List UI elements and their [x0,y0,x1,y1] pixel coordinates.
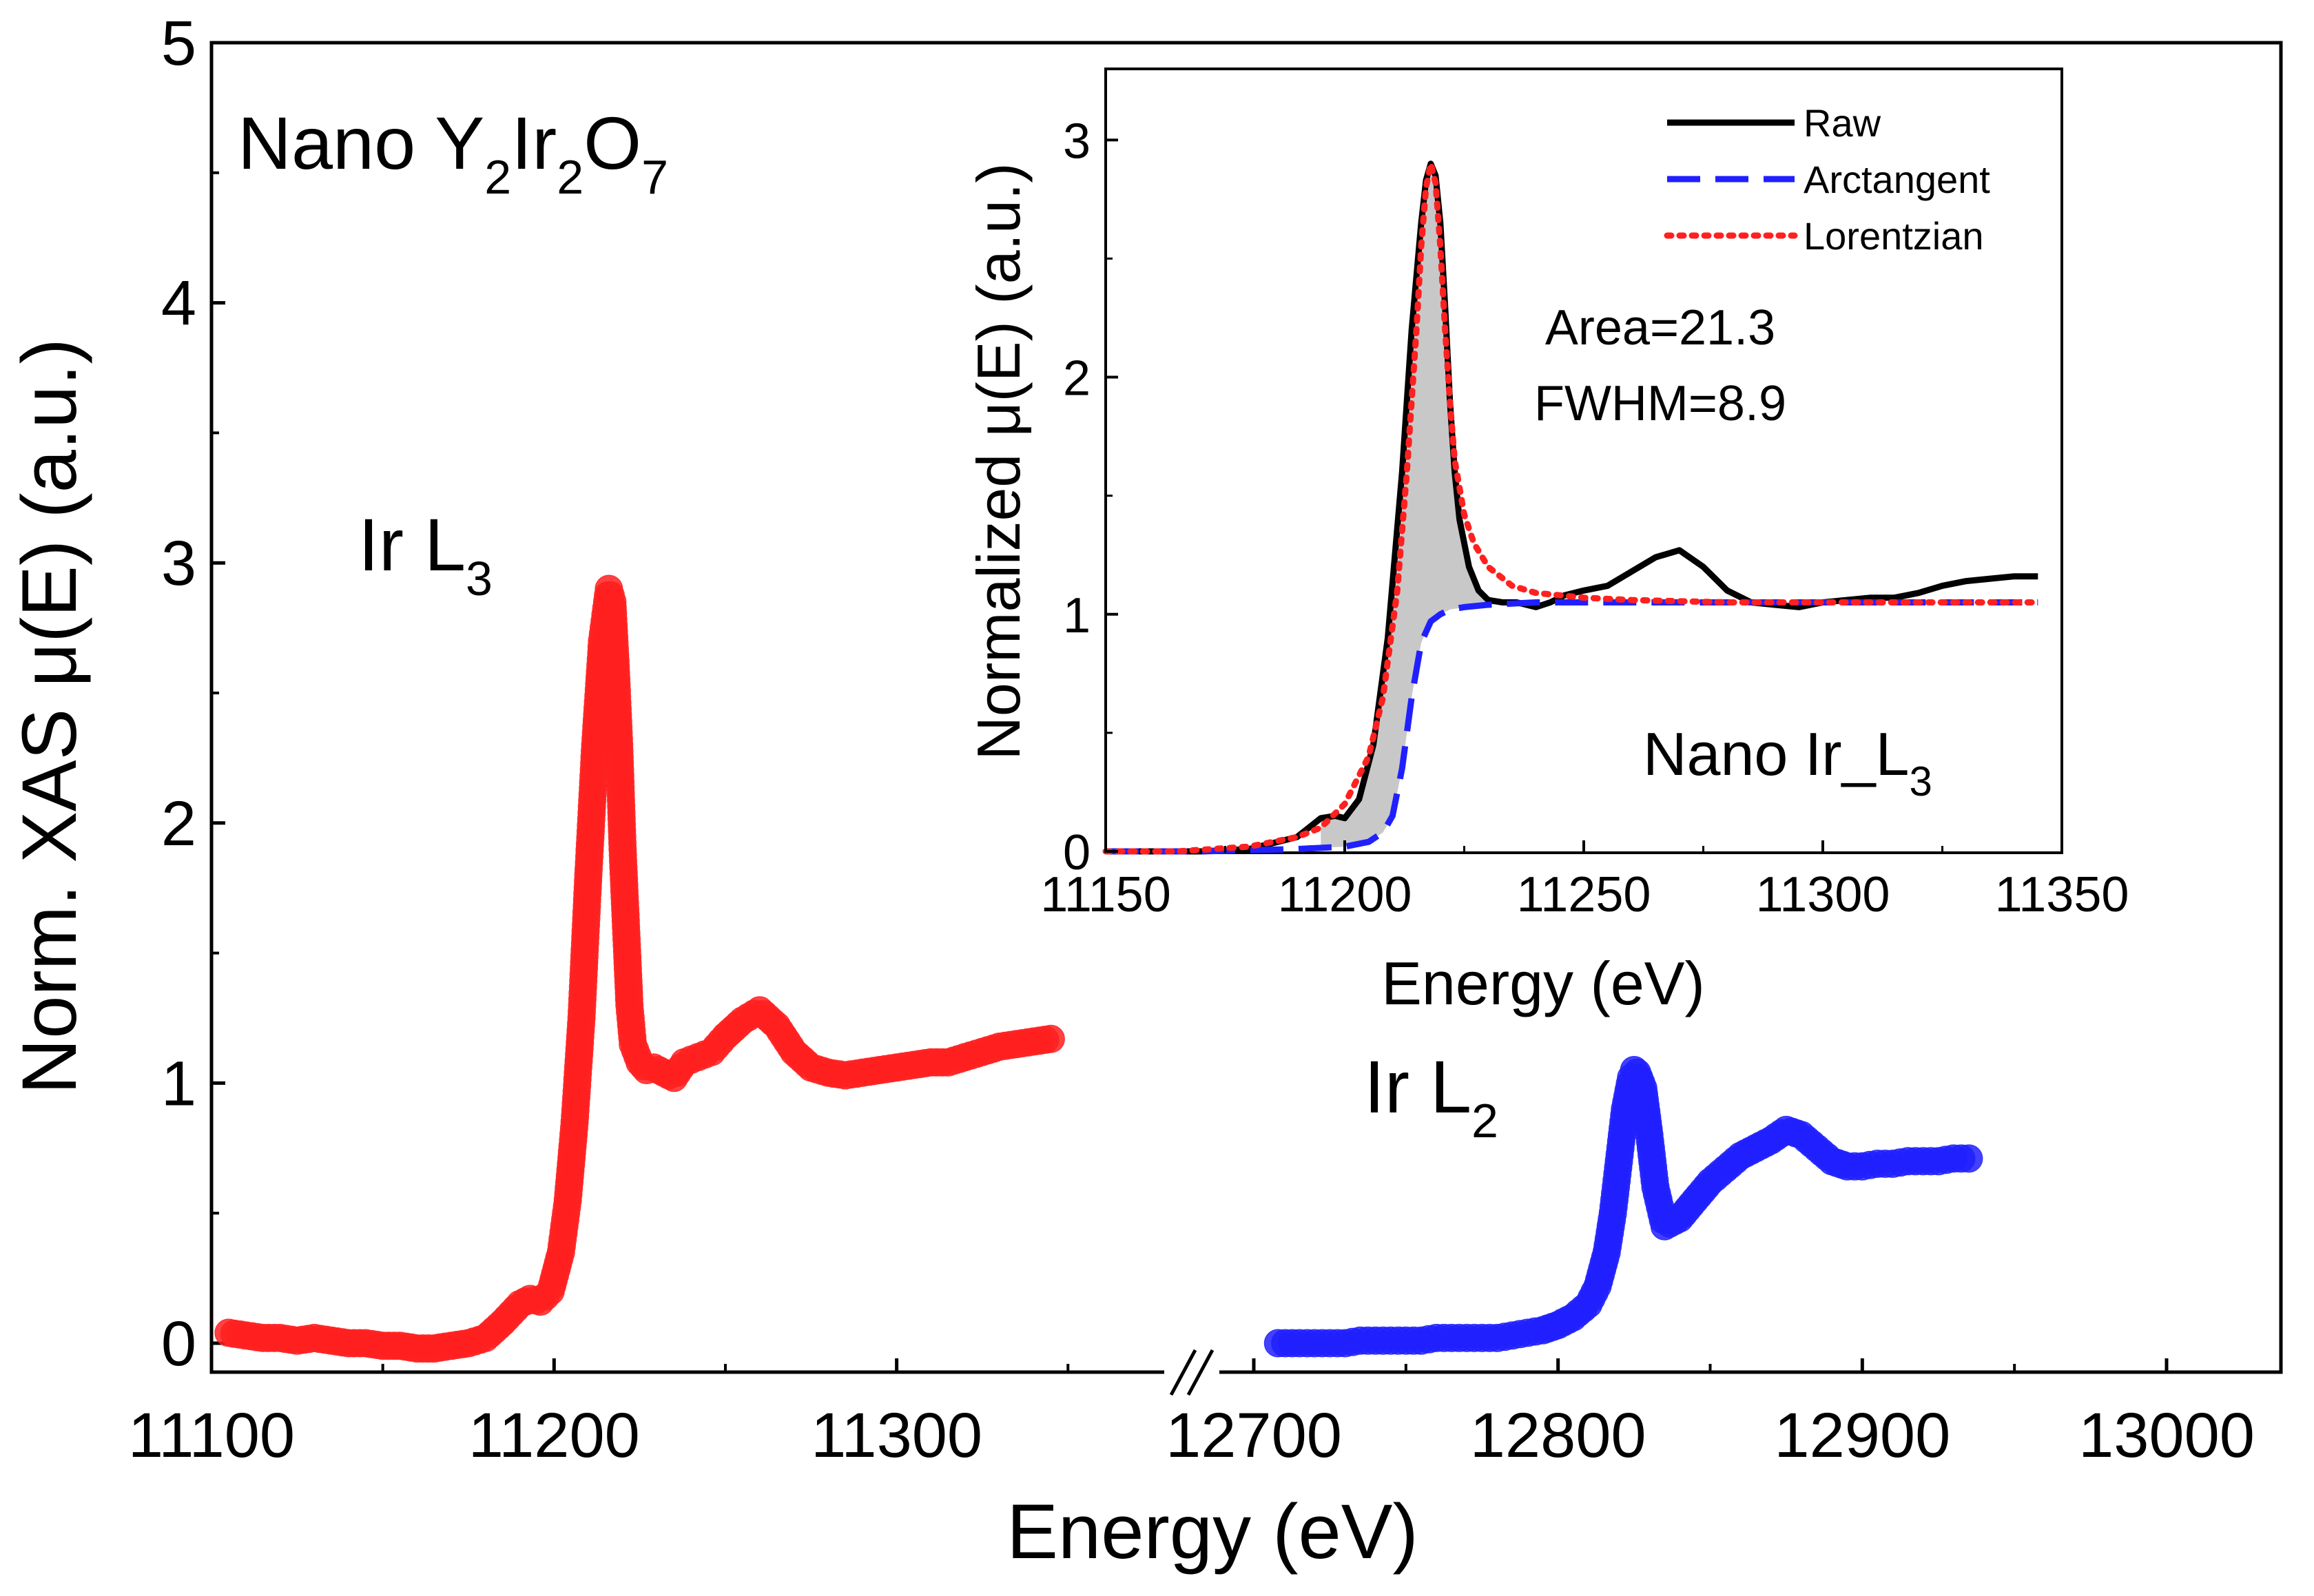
main-x-tick-label: 13000 [2078,1400,2255,1471]
title-part-2: Ir [511,101,557,185]
inset-chart-title: Nano Ir_L3 [1643,720,1932,805]
main-y-tick-label: 1 [161,1048,196,1119]
main-y-tick-label: 5 [161,8,196,79]
annotation-ir-l3: Ir L3 [358,503,493,605]
inset-x-tick-label: 11150 [1040,867,1171,922]
main-x-tick-label: 12900 [1774,1400,1950,1471]
main-x-tick-label: 12800 [1470,1400,1646,1471]
inset-series-lorentzian [1102,160,2041,855]
inset-x-tick-label: 11300 [1756,867,1890,922]
inset-series-arctangent [1106,599,2038,855]
inset-x-axis-title: Energy (eV) [1381,949,1705,1017]
main-x-tick-label: 12700 [1166,1400,1342,1471]
series-ir-l2 [1263,1056,1983,1358]
legend-label-arctangent: Arctangent [1804,158,1990,201]
title-sub-5: 7 [641,150,668,204]
axis-break-mark [1186,1349,1215,1396]
axis-break-mark [1169,1349,1197,1396]
title-sub-3: 2 [557,150,583,204]
inset-shaded-area [1321,163,1517,848]
inset-annotation-fwhm: FWHM=8.9 [1534,376,1786,431]
main-x-tick-label: 11200 [468,1400,640,1471]
inset-x-tick-label: 11250 [1517,867,1651,922]
main-y-axis-title: Norm. XAS μ(E) (a.u.) [6,338,92,1095]
data-point [1954,1144,1983,1173]
inset-y-axis-title: Normalized μ(E) (a.u.) [964,163,1033,760]
main-y-tick-label: 3 [161,528,196,599]
inset-y-tick-label: 2 [1063,351,1091,406]
series-ir-l3 [214,574,1065,1363]
title-sub-1: 2 [484,150,511,204]
inset-x-tick-label: 11200 [1278,867,1412,922]
main-x-tick-label: 11100 [128,1400,295,1471]
inset-y-tick-label: 3 [1063,114,1091,169]
legend-label-raw: Raw [1804,101,1881,145]
legend-label-lorentzian: Lorentzian [1804,214,1984,258]
inset-chart-layer: 11150 11200 11250 11300 11350 0 1 2 3 Raw Arctange… [1040,101,2129,922]
title-part-0: Nano Y [238,101,484,185]
main-x-tick-label: 11300 [811,1400,982,1471]
main-chart-layer: 0 1 2 3 4 5 11100 11200 11300 12700 12800 12900 1300… [128,8,2255,1471]
main-plot-frame [209,41,2283,1374]
title-part-4: O [583,101,641,185]
main-chart-title: Nano Y2Ir2O7 [238,101,668,204]
inset-annotation-area: Area=21.3 [1545,300,1775,355]
main-y-tick-label: 2 [161,789,196,859]
inset-y-tick-label: 0 [1063,825,1091,880]
main-x-axis-title: Energy (eV) [1006,1489,1418,1575]
inset-plot-frame [1104,68,2063,854]
inset-y-tick-label: 1 [1063,588,1091,643]
inset-x-tick-label: 11350 [1995,867,2129,922]
main-y-tick-label: 0 [161,1309,196,1379]
data-point [1036,1024,1065,1053]
main-y-tick-label: 4 [161,269,196,339]
annotation-ir-l2: Ir L2 [1364,1045,1498,1148]
